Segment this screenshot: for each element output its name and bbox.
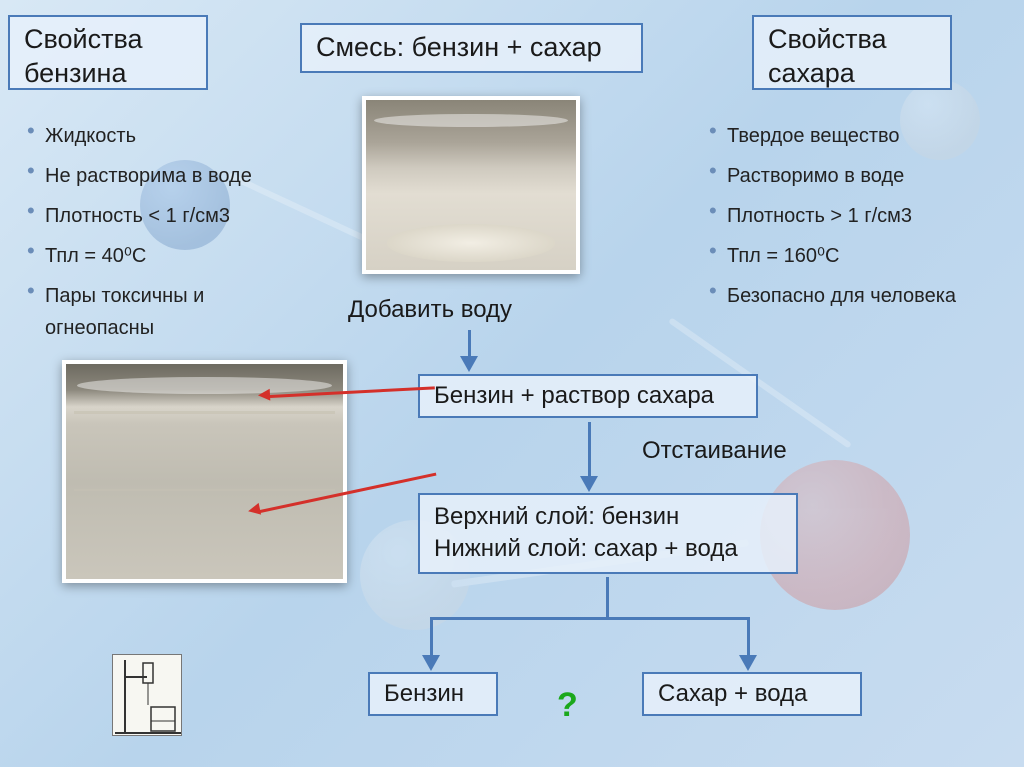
sugar-properties-title: Свойства сахара: [752, 15, 952, 90]
split-left-head: [422, 655, 440, 671]
apparatus-drawing: [112, 654, 182, 736]
mixture-beaker-photo: [362, 96, 580, 274]
sugar-prop-item: Безопасно для человека: [709, 280, 1009, 312]
split-h-stem: [430, 617, 750, 620]
gasoline-properties-list: Жидкость Не растворима в воде Плотность < …: [27, 120, 287, 352]
split-v-stem: [606, 577, 609, 617]
gasoline-prop-item: Не растворима в воде: [27, 160, 287, 192]
split-right-v: [747, 617, 750, 657]
sugar-properties-list: Твердое вещество Растворимо в воде Плотнос…: [709, 120, 1009, 320]
arrow-down-1-stem: [468, 330, 471, 358]
sugar-prop-item: Растворимо в воде: [709, 160, 1009, 192]
question-mark: ?: [557, 686, 578, 725]
add-water-label: Добавить воду: [348, 296, 512, 324]
split-left-v: [430, 617, 433, 657]
step-layers-box: Верхний слой: бензин Нижний слой: сахар …: [418, 493, 798, 574]
result-sugar-water-box: Сахар + вода: [642, 672, 862, 716]
sugar-prop-item: Тпл = 160⁰С: [709, 240, 1009, 272]
arrow-down-1-head: [460, 356, 478, 372]
gasoline-prop-item: Пары токсичны и огнеопасны: [27, 280, 287, 344]
upper-layer-text: Верхний слой: бензин: [434, 501, 782, 533]
gasoline-prop-item: Тпл = 40⁰С: [27, 240, 287, 272]
red-pointer-lower-head: [247, 503, 261, 517]
red-pointer-upper-head: [258, 389, 271, 402]
arrow-down-2-head: [580, 476, 598, 492]
lower-layer-text: Нижний слой: сахар + вода: [434, 533, 782, 565]
arrow-down-2-stem: [588, 422, 591, 478]
gasoline-prop-item: Плотность < 1 г/см3: [27, 200, 287, 232]
result-gasoline-box: Бензин: [368, 672, 498, 716]
split-right-head: [739, 655, 757, 671]
sugar-prop-item: Плотность > 1 г/см3: [709, 200, 1009, 232]
mixture-title: Смесь: бензин + сахар: [300, 23, 643, 73]
sugar-prop-item: Твердое вещество: [709, 120, 1009, 152]
gasoline-properties-title: Свойства бензина: [8, 15, 208, 90]
settling-label: Отстаивание: [642, 437, 787, 465]
step-gasoline-plus-solution: Бензин + раствор сахара: [418, 374, 758, 418]
gasoline-prop-item: Жидкость: [27, 120, 287, 152]
